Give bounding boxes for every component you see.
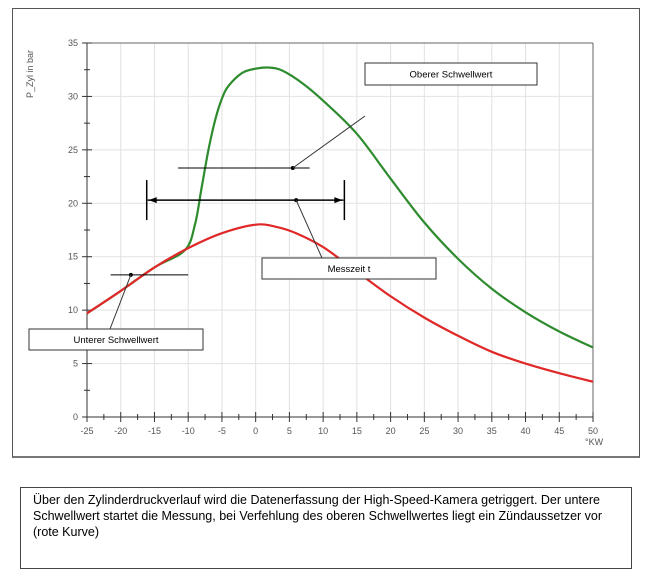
x-tick-label: 45	[554, 426, 564, 436]
x-tick-label: 5	[287, 426, 292, 436]
measure-leader	[295, 199, 323, 259]
x-tick-label: -10	[182, 426, 195, 436]
y-tick-label: 15	[68, 252, 78, 262]
measure-box	[261, 257, 437, 280]
arrow-left-icon	[148, 197, 157, 204]
upper-threshold-label: Oberer Schwellwert	[410, 70, 493, 81]
x-tick-label: -5	[218, 426, 226, 436]
y-tick-label: 25	[68, 145, 78, 155]
measure-label: Messzeit t	[328, 264, 371, 275]
upper-leader	[292, 115, 366, 169]
x-tick-label: 50	[588, 426, 598, 436]
lower-threshold-label: Unterer Schwellwert	[74, 335, 159, 346]
caption: Über den Zylinderdruckverlauf wird die D…	[20, 487, 632, 569]
y-axis-label: P_Zyl in bar	[25, 50, 35, 98]
y-tick-label: 35	[68, 38, 78, 48]
x-axis-label: °KW	[585, 437, 604, 447]
x-tick-label: 10	[318, 426, 328, 436]
x-tick-label: 15	[352, 426, 362, 436]
lower-leader	[109, 274, 132, 330]
y-tick-label: 10	[68, 305, 78, 315]
y-tick-label: 0	[73, 412, 78, 422]
x-tick-label: 35	[487, 426, 497, 436]
x-tick-label: 0	[253, 426, 258, 436]
pressure-chart: -25 -20 -15 -10 -5 0 5 10 15 20 25 30 35 40 45 50 0 5 10 15…	[25, 38, 604, 447]
red-curve	[86, 223, 594, 383]
arrow-right-icon	[334, 197, 343, 204]
x-tick-label: 20	[386, 426, 396, 436]
x-tick-label: -25	[80, 426, 93, 436]
x-tick-label: -20	[114, 426, 127, 436]
x-tick-label: 30	[453, 426, 463, 436]
lower-threshold-box	[28, 328, 204, 351]
x-tick-label: 25	[419, 426, 429, 436]
y-tick-label: 30	[68, 91, 78, 101]
x-tick-label: 40	[521, 426, 531, 436]
upper-threshold-box	[364, 62, 538, 86]
y-tick-label: 5	[73, 359, 78, 369]
green-curve	[86, 66, 594, 349]
y-tick-label: 20	[68, 198, 78, 208]
chart-frame	[12, 8, 640, 458]
x-tick-label: -15	[148, 426, 161, 436]
